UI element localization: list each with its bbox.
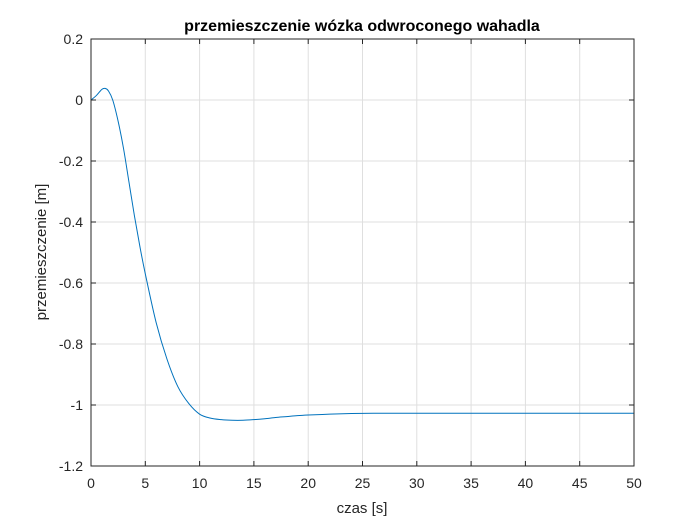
series-layer <box>90 87 634 421</box>
y-axis-label: przemieszczenie [m] <box>33 184 50 321</box>
x-tick-label: 25 <box>355 475 371 491</box>
y-tick-label: 0.2 <box>64 31 84 47</box>
x-axis-label: czas [s] <box>337 500 388 517</box>
ticks <box>90 38 635 467</box>
x-tick-label: 15 <box>246 475 262 491</box>
y-tick-label: 0 <box>75 92 83 108</box>
chart-title: przemieszczenie wózka odwroconego wahadl… <box>184 18 540 35</box>
y-tick-label: -0.4 <box>59 214 83 230</box>
x-tick-label: 35 <box>463 475 479 491</box>
series-line <box>90 87 634 421</box>
y-tick-label: -0.6 <box>59 275 83 291</box>
x-tick-label: 0 <box>87 475 95 491</box>
y-tick-labels: 0.2 0 -0.2 -0.4 -0.6 -0.8 -1 -1.2 <box>59 31 83 474</box>
x-tick-label: 50 <box>626 475 642 491</box>
x-tick-label: 40 <box>518 475 534 491</box>
grid <box>91 39 634 466</box>
y-tick-label: -0.8 <box>59 336 83 352</box>
y-tick-label: -0.2 <box>59 153 83 169</box>
x-tick-label: 45 <box>572 475 588 491</box>
x-tick-labels: 0 5 10 15 20 25 30 35 40 45 50 <box>87 475 642 491</box>
x-tick-label: 20 <box>300 475 316 491</box>
x-tick-label: 5 <box>141 475 149 491</box>
y-tick-label: -1 <box>71 397 84 413</box>
y-tick-label: -1.2 <box>59 458 83 474</box>
x-tick-label: 10 <box>192 475 208 491</box>
x-tick-label: 30 <box>409 475 425 491</box>
